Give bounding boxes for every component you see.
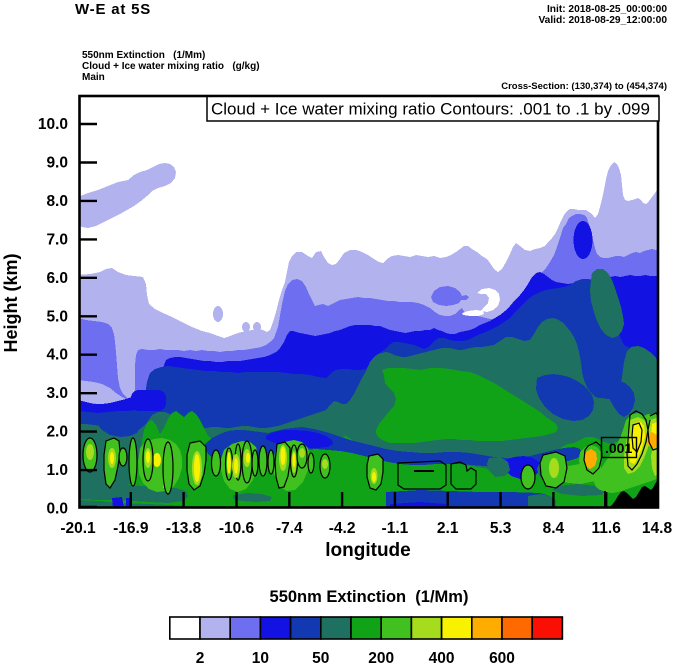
svg-text:11.6: 11.6: [592, 520, 622, 537]
svg-text:10: 10: [252, 650, 269, 667]
svg-text:4.0: 4.0: [46, 347, 68, 364]
svg-text:.001: .001: [605, 440, 632, 456]
svg-text:10.0: 10.0: [38, 116, 68, 133]
svg-text:-13.8: -13.8: [166, 520, 202, 537]
svg-text:Cloud + Ice water mixing ratio: Cloud + Ice water mixing ratio (g/kg): [82, 61, 260, 72]
svg-text:W-E at 5S: W-E at 5S: [75, 1, 151, 18]
svg-text:0.0: 0.0: [46, 501, 68, 518]
svg-text:Valid: 2018-08-29_12:00:00: Valid: 2018-08-29_12:00:00: [538, 15, 667, 26]
svg-text:2.1: 2.1: [437, 520, 459, 537]
svg-text:50: 50: [312, 650, 329, 667]
svg-text:Height (km): Height (km): [1, 253, 21, 352]
svg-text:5.0: 5.0: [46, 308, 68, 325]
svg-text:-16.9: -16.9: [113, 520, 149, 537]
svg-text:8.0: 8.0: [46, 193, 68, 210]
svg-text:8.4: 8.4: [543, 520, 565, 537]
svg-text:9.0: 9.0: [46, 155, 68, 172]
svg-text:5.3: 5.3: [490, 520, 512, 537]
svg-text:Cross-Section: (130,374) to (4: Cross-Section: (130,374) to (454,374): [501, 81, 667, 92]
svg-text:-10.6: -10.6: [219, 520, 255, 537]
svg-text:longitude: longitude: [325, 540, 410, 561]
svg-text:6.0: 6.0: [46, 270, 68, 287]
svg-text:400: 400: [429, 650, 455, 667]
svg-text:2.0: 2.0: [46, 424, 68, 441]
svg-text:-7.4: -7.4: [276, 520, 303, 537]
svg-text:-20.1: -20.1: [60, 520, 96, 537]
svg-text:-1.1: -1.1: [382, 520, 409, 537]
svg-text:2: 2: [196, 650, 205, 667]
svg-text:200: 200: [368, 650, 394, 667]
svg-text:Main: Main: [82, 72, 105, 83]
svg-text:1.0: 1.0: [46, 462, 68, 479]
svg-text:14.8: 14.8: [642, 520, 673, 537]
svg-text:3.0: 3.0: [46, 385, 68, 402]
svg-text:Init: 2018-08-25_00:00:00: Init: 2018-08-25_00:00:00: [547, 4, 667, 15]
svg-text:Cloud + Ice water mixing ratio: Cloud + Ice water mixing ratio Contours:…: [211, 100, 650, 119]
svg-text:550nm Extinction (1/Mm): 550nm Extinction (1/Mm): [270, 588, 469, 606]
svg-text:600: 600: [489, 650, 515, 667]
svg-text:-4.2: -4.2: [329, 520, 356, 537]
svg-text:7.0: 7.0: [46, 231, 68, 248]
svg-text:550nm Extinction (1/Mm): 550nm Extinction (1/Mm): [82, 50, 205, 61]
